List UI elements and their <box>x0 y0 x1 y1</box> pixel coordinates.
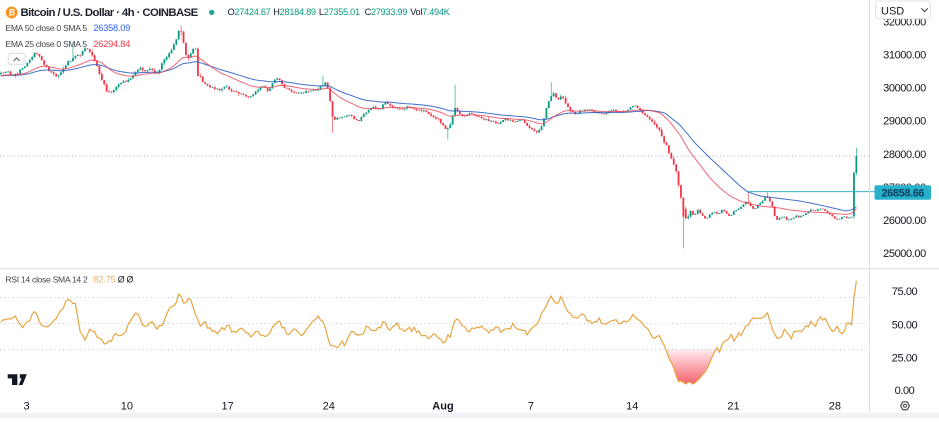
svg-text:14: 14 <box>626 400 638 412</box>
svg-text:RSI 14 close SMA 14 2: RSI 14 close SMA 14 2 <box>5 275 88 285</box>
svg-text:EMA 50 close 0 SMA 5: EMA 50 close 0 SMA 5 <box>5 23 87 33</box>
svg-text:Aug: Aug <box>432 400 453 412</box>
svg-text:Ø Ø: Ø Ø <box>118 275 134 285</box>
svg-text:10: 10 <box>121 400 133 412</box>
svg-text:28000.00: 28000.00 <box>883 149 926 161</box>
svg-text:Vol7.494K: Vol7.494K <box>410 7 451 17</box>
svg-text:26858.66: 26858.66 <box>881 187 924 199</box>
svg-text:0.00: 0.00 <box>895 385 915 397</box>
svg-text:C27933.99: C27933.99 <box>365 7 408 17</box>
svg-text:3: 3 <box>23 400 29 412</box>
svg-text:EMA 25 close 0 SMA 5: EMA 25 close 0 SMA 5 <box>5 39 87 49</box>
svg-text:26000.00: 26000.00 <box>883 215 926 227</box>
svg-text:USD: USD <box>881 5 904 17</box>
svg-text:25000.00: 25000.00 <box>883 248 926 260</box>
svg-text:H28184.89: H28184.89 <box>273 7 316 17</box>
svg-text:29000.00: 29000.00 <box>883 116 926 128</box>
svg-text:25.00: 25.00 <box>892 352 918 364</box>
svg-text:26358.09: 26358.09 <box>93 23 130 33</box>
svg-text:31000.00: 31000.00 <box>883 50 926 62</box>
svg-text:82.75: 82.75 <box>93 275 115 285</box>
svg-text:B: B <box>9 7 16 17</box>
svg-text:50.00: 50.00 <box>892 319 918 331</box>
svg-text:26294.84: 26294.84 <box>93 39 130 49</box>
svg-text:30000.00: 30000.00 <box>883 83 926 95</box>
svg-text:17: 17 <box>221 400 233 412</box>
svg-text:7: 7 <box>528 400 534 412</box>
svg-text:21: 21 <box>727 400 739 412</box>
svg-text:Bitcoin / U.S. Dollar · 4h · C: Bitcoin / U.S. Dollar · 4h · COINBASE <box>21 7 199 19</box>
svg-text:L27355.01: L27355.01 <box>319 7 360 17</box>
svg-text:O27424.67: O27424.67 <box>228 7 271 17</box>
svg-text:28: 28 <box>829 400 841 412</box>
svg-text:32000.00: 32000.00 <box>883 17 926 29</box>
svg-text:24: 24 <box>323 400 335 412</box>
svg-text:75.00: 75.00 <box>892 286 918 298</box>
